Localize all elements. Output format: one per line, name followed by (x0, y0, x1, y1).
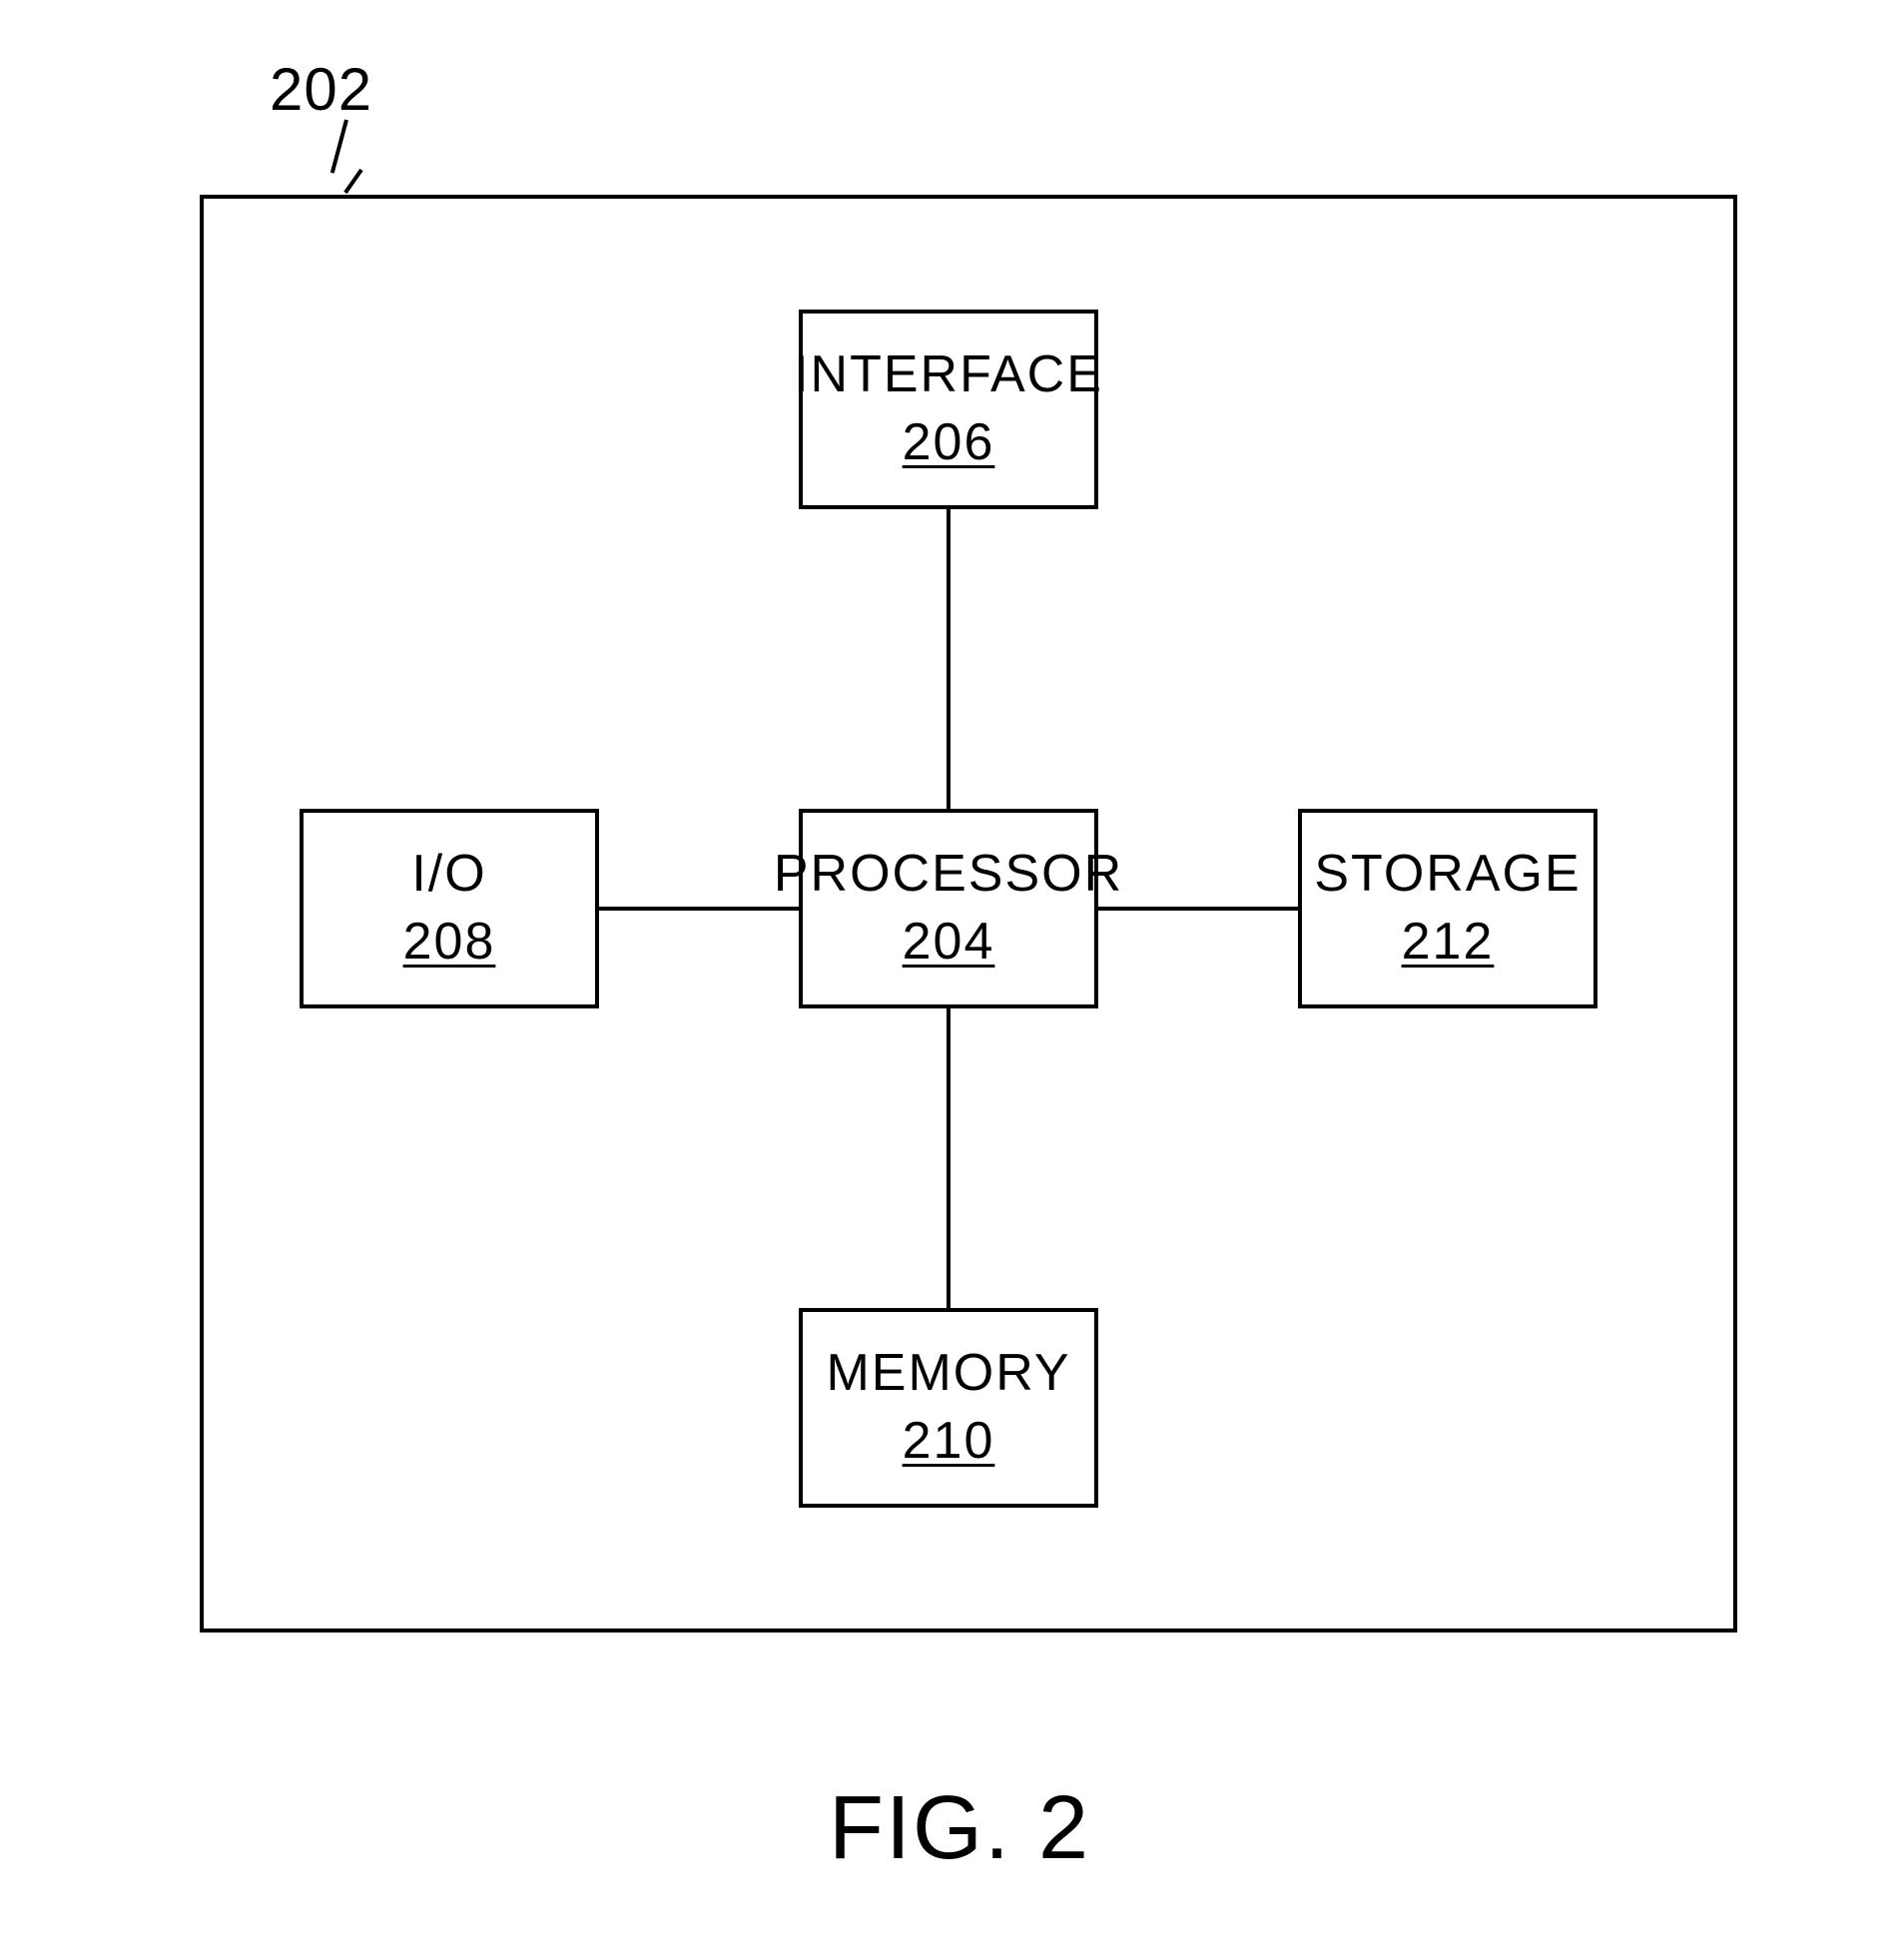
node-processor-label: PROCESSOR (774, 846, 1123, 903)
figure-caption: FIG. 2 (829, 1777, 1090, 1880)
node-storage-num: 212 (1402, 912, 1495, 972)
node-interface-label: INTERFACE (794, 346, 1103, 403)
leader-segment-1 (330, 119, 348, 173)
edge-interface-processor (947, 509, 951, 809)
edge-processor-storage (1098, 907, 1298, 911)
node-io-label: I/O (411, 846, 486, 903)
node-memory-label: MEMORY (826, 1345, 1070, 1402)
node-interface-num: 206 (903, 412, 995, 472)
node-storage: STORAGE 212 (1298, 809, 1597, 1008)
node-storage-label: STORAGE (1314, 846, 1581, 903)
outer-ref-label: 202 (270, 55, 372, 124)
edge-io-processor (599, 907, 799, 911)
node-memory: MEMORY 210 (799, 1308, 1098, 1508)
edge-processor-memory (947, 1008, 951, 1308)
node-io-num: 208 (403, 912, 496, 972)
leader-segment-2 (343, 169, 362, 194)
node-interface: INTERFACE 206 (799, 310, 1098, 509)
node-processor: PROCESSOR 204 (799, 809, 1098, 1008)
node-memory-num: 210 (903, 1411, 995, 1471)
diagram-stage: 202 INTERFACE 206 PROCESSOR 204 I/O 208 … (0, 0, 1904, 1958)
node-processor-num: 204 (903, 912, 995, 972)
node-io: I/O 208 (300, 809, 599, 1008)
